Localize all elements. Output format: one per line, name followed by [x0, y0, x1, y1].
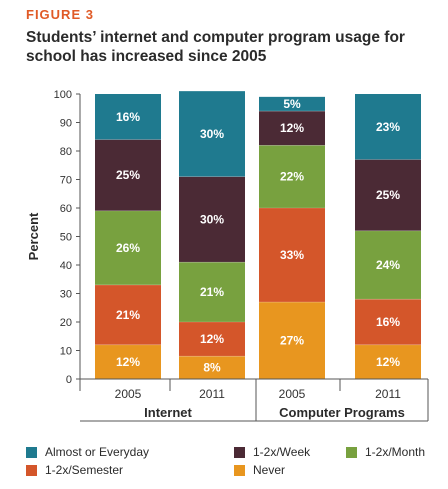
bar-segment: [179, 356, 245, 379]
data-label: 16%: [376, 315, 400, 329]
data-label: 21%: [116, 308, 140, 322]
data-label: 22%: [280, 170, 304, 184]
bar-segment: [95, 344, 161, 379]
bar-segment: [95, 210, 161, 285]
legend-label: 1-2x/Semester: [45, 463, 124, 477]
x-group-label: Computer Programs: [279, 405, 405, 420]
bar-segment: [95, 284, 161, 345]
bar-segment: [355, 94, 421, 160]
bar-segment: [355, 230, 421, 300]
bar-segment: [355, 159, 421, 231]
data-label: 24%: [376, 258, 400, 272]
y-tick-label: 100: [54, 89, 72, 101]
x-tick-label: 2005: [115, 387, 142, 401]
data-label: 12%: [280, 121, 304, 135]
data-label: 5%: [283, 97, 301, 111]
y-tick-label: 0: [66, 374, 72, 386]
bar-segment: [355, 299, 421, 345]
data-label: 25%: [116, 168, 140, 182]
x-tick-label: 2005: [279, 387, 306, 401]
bar-segment: [179, 262, 245, 322]
x-tick-label: 2011: [375, 387, 401, 401]
bar-segment: [259, 302, 325, 379]
legend-swatch: [26, 446, 37, 458]
chart-legend: Almost or Everyday 1-2x/Week 1-2x/Month 1-2…: [26, 441, 446, 481]
stacked-bar-chart: 0 10 20 30 40 50 60 70 80 90 100 Percent 12% 21% 26% 25…: [26, 89, 429, 422]
data-label: 27%: [280, 334, 304, 348]
bar-segment: [259, 145, 325, 208]
data-label: 12%: [200, 332, 224, 346]
chart-title: Students’ internet and computer program …: [26, 29, 405, 65]
data-label: 12%: [376, 355, 400, 369]
data-label: 26%: [116, 241, 140, 255]
y-tick-label: 80: [60, 146, 72, 158]
bar-segment: [259, 208, 325, 303]
legend-label: Never: [253, 463, 286, 477]
bar-segment: [179, 91, 245, 177]
legend-item: 1-2x/Week: [234, 445, 310, 459]
legend-swatch: [234, 446, 245, 458]
bar-segment: [179, 176, 245, 263]
x-tick-label: 2011: [199, 387, 225, 401]
y-tick-label: 30: [60, 289, 72, 301]
data-label: 25%: [376, 188, 400, 202]
data-label: 8%: [203, 361, 221, 375]
data-label: 16%: [116, 110, 140, 124]
bar-segment: [95, 94, 161, 140]
y-tick-label: 20: [60, 317, 72, 329]
data-label: 33%: [280, 248, 304, 262]
bar-segment: [95, 139, 161, 211]
bar-segment: [355, 344, 421, 379]
bar-segment: [179, 322, 245, 357]
legend-swatch: [26, 464, 37, 476]
legend-swatch: [346, 446, 357, 458]
legend-item: 1-2x/Semester: [26, 463, 123, 477]
y-tick-label: 40: [60, 260, 72, 272]
data-label: 21%: [200, 285, 224, 299]
y-tick-label: 90: [60, 118, 72, 130]
bar-segment: [259, 111, 325, 146]
y-tick-label: 50: [60, 232, 72, 244]
legend-label: 1-2x/Week: [253, 445, 311, 459]
data-label: 30%: [200, 212, 224, 226]
y-tick-label: 70: [60, 175, 72, 187]
legend-item: Almost or Everyday: [26, 445, 149, 459]
y-axis-title: Percent: [26, 212, 41, 260]
bar-segment: [259, 96, 325, 112]
data-label: 12%: [116, 355, 140, 369]
data-label: 30%: [200, 127, 224, 141]
x-group-label: Internet: [144, 405, 192, 420]
legend-label: Almost or Everyday: [45, 445, 150, 459]
legend-label: 1-2x/Month: [365, 445, 426, 459]
y-tick-label: 60: [60, 203, 72, 215]
legend-item: 1-2x/Month: [346, 445, 425, 459]
y-tick-label: 10: [60, 346, 72, 358]
data-label: 23%: [376, 120, 400, 134]
figure-label: FIGURE 3: [26, 7, 94, 22]
legend-item: Never: [234, 463, 285, 477]
legend-swatch: [234, 464, 245, 476]
